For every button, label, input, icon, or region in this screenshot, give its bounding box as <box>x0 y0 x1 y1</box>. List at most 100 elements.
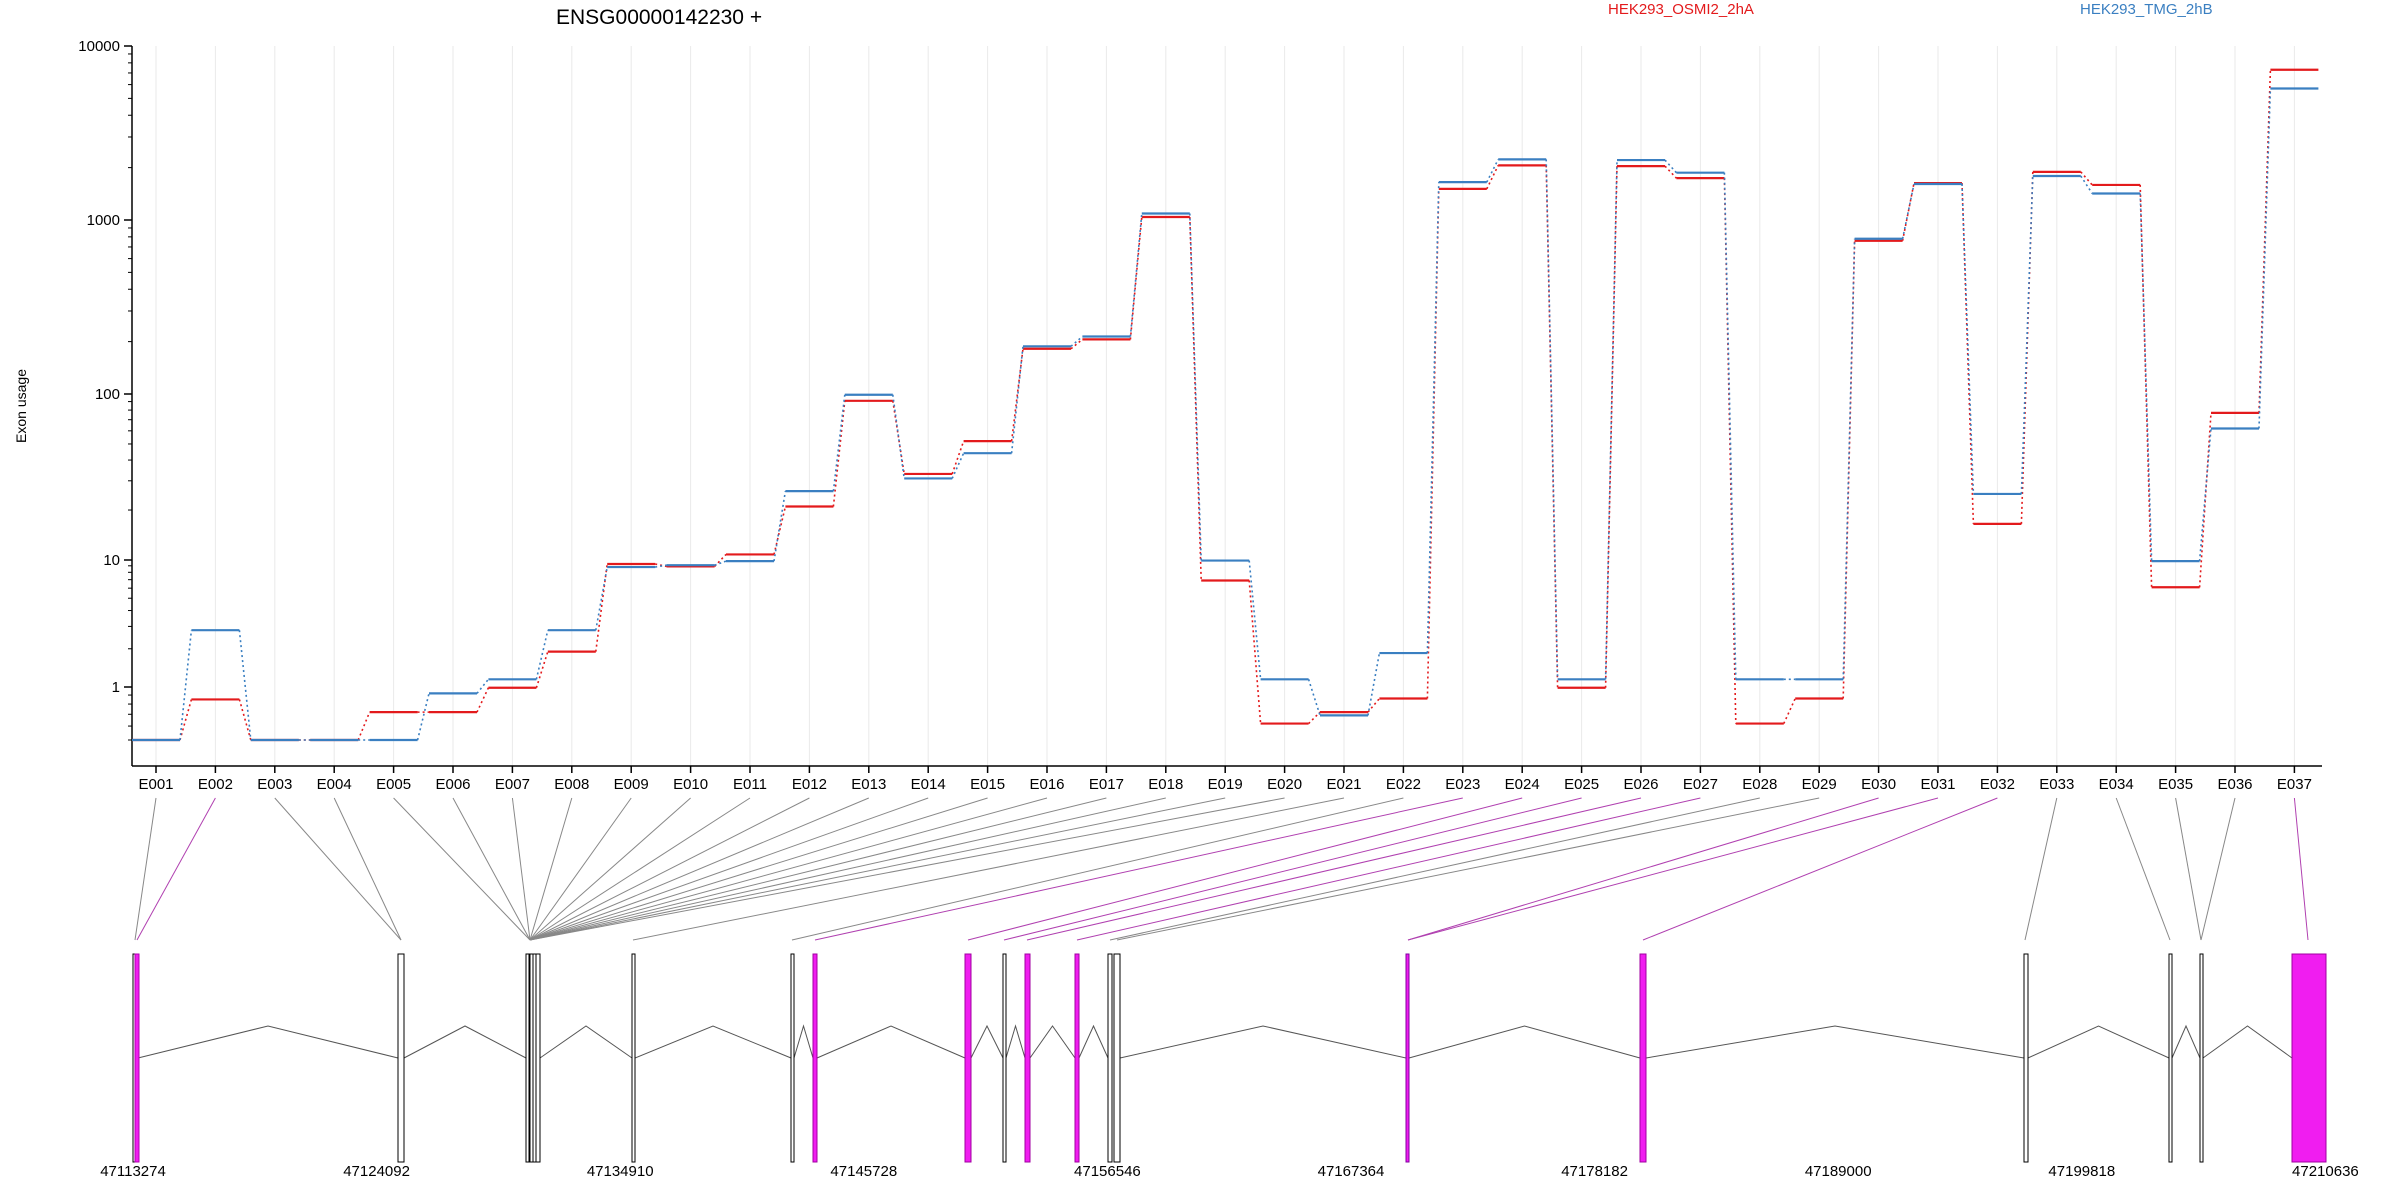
exon-block <box>525 953 530 1163</box>
exon-block <box>2168 953 2173 1163</box>
series-1-connector <box>2198 412 2212 588</box>
x-tick-label-e003: E003 <box>257 776 292 793</box>
connector-e031 <box>1407 797 1939 941</box>
x-tick-label-e001: E001 <box>138 776 173 793</box>
series-2-connector <box>832 394 846 492</box>
genomic-tick-label: 47167364 <box>1318 1163 1385 1180</box>
y-tick-label: 10000 <box>78 38 120 55</box>
x-tick-label-e020: E020 <box>1267 776 1302 793</box>
x-tick-label-e015: E015 <box>970 776 1005 793</box>
y-tick-label: 10 <box>103 552 120 569</box>
series-2-connector <box>1842 238 1856 680</box>
x-tick-label-e022: E022 <box>1386 776 1421 793</box>
chart-title: ENSG00000142230 + <box>556 6 762 29</box>
series-2-connector <box>1604 160 1618 680</box>
x-tick-label-e014: E014 <box>911 776 946 793</box>
x-tick-label-e013: E013 <box>851 776 886 793</box>
exon-block <box>790 953 795 1163</box>
connector-e035 <box>2175 797 2202 941</box>
exon-block <box>1002 953 1007 1163</box>
intron <box>816 1025 966 1059</box>
series-1-connector <box>832 400 846 507</box>
series-2-connector <box>1723 172 1737 680</box>
genomic-tick-label: 47189000 <box>1805 1163 1872 1180</box>
x-tick-label-e031: E031 <box>1920 776 1955 793</box>
connector-e032 <box>1642 797 1998 941</box>
connector-e019 <box>529 797 1226 941</box>
x-tick-label-e017: E017 <box>1089 776 1124 793</box>
x-tick-label-e021: E021 <box>1326 776 1361 793</box>
genomic-tick-label: 47199818 <box>2048 1163 2115 1180</box>
y-axis: 1 10 100 1000 10000 <box>78 38 133 766</box>
x-tick-label-e026: E026 <box>1623 776 1658 793</box>
x-tick-label-e032: E032 <box>1980 776 2015 793</box>
series-2-connector <box>655 564 667 568</box>
connector-e037 <box>2293 797 2309 941</box>
connector-e010 <box>529 797 691 941</box>
x-tick-label-e033: E033 <box>2039 776 2074 793</box>
genomic-tick-label: 47124092 <box>343 1163 410 1180</box>
series-2-connector <box>1961 183 1975 494</box>
series-1-connector <box>1783 698 1796 724</box>
series-1-connector <box>773 506 787 555</box>
series-1-connector <box>1070 338 1083 350</box>
legend-series-1: HEK293_OSMI2_2hA <box>1608 1 1754 18</box>
series-1-connector <box>357 711 371 741</box>
genomic-tick-label: 47145728 <box>830 1163 897 1180</box>
x-tick-label-e019: E019 <box>1208 776 1243 793</box>
genomic-coordinate-axis: 47113274 47124092 47134910 47145728 47156546… <box>100 1163 2359 1180</box>
exon-block <box>397 953 405 1163</box>
exon-block <box>1074 953 1080 1163</box>
x-tick-label-e025: E025 <box>1564 776 1599 793</box>
x-tick-label-e002: E002 <box>198 776 233 793</box>
connector-e011 <box>529 797 751 941</box>
connector-e004 <box>333 797 402 941</box>
intron <box>2171 1024 2201 1059</box>
connector-e003 <box>274 797 402 941</box>
exon-block <box>535 953 541 1163</box>
connector-e006 <box>452 797 531 941</box>
connector-e036 <box>2200 797 2236 941</box>
connector-e018 <box>529 797 1166 941</box>
intron <box>403 1025 527 1059</box>
x-tick-label-e036: E036 <box>2217 776 2252 793</box>
connector-e026 <box>1026 797 1642 941</box>
x-tick-label-e011: E011 <box>733 776 767 793</box>
x-tick-label-e028: E028 <box>1742 776 1777 793</box>
series-1-connector <box>951 440 965 475</box>
x-tick-label-e018: E018 <box>1148 776 1183 793</box>
exon-connector-lines <box>134 797 2309 941</box>
intron <box>2027 1025 2170 1059</box>
y-tick-label: 1 <box>112 679 120 696</box>
genomic-tick-label: 47113274 <box>100 1163 166 1180</box>
series-2-connector <box>1307 679 1321 716</box>
series-1-connector <box>1604 166 1618 688</box>
connector-e002 <box>136 797 216 941</box>
series-2-connector <box>535 630 549 680</box>
exon-block <box>1639 953 1647 1163</box>
series-1-connector <box>179 699 193 741</box>
exon-block <box>1113 953 1121 1163</box>
genomic-tick-label: 47134910 <box>587 1163 654 1180</box>
connector-e022 <box>791 797 1404 941</box>
exon-block <box>812 953 818 1163</box>
exon-block <box>964 953 972 1163</box>
series-1-connector <box>892 400 905 475</box>
series-2-connector <box>416 693 430 741</box>
series-2-connector <box>951 452 965 479</box>
connector-e020 <box>529 797 1285 941</box>
x-tick-label-e008: E008 <box>554 776 589 793</box>
series-2-connector <box>238 630 252 741</box>
x-tick-label-e016: E016 <box>1029 776 1064 793</box>
genomic-tick-label: 47156546 <box>1074 1163 1141 1180</box>
connector-e029 <box>1116 797 1820 941</box>
legend-series-2: HEK293_TMG_2hB <box>2080 1 2213 18</box>
connector-e017 <box>529 797 1107 941</box>
series-2-connector <box>179 630 193 741</box>
connector-e027 <box>1076 797 1701 941</box>
series-2-connector <box>1129 213 1143 337</box>
exon-block <box>1024 953 1031 1163</box>
series-2-connector <box>2258 88 2272 429</box>
series-1-connector <box>1010 348 1024 442</box>
connector-e034 <box>2115 797 2171 941</box>
